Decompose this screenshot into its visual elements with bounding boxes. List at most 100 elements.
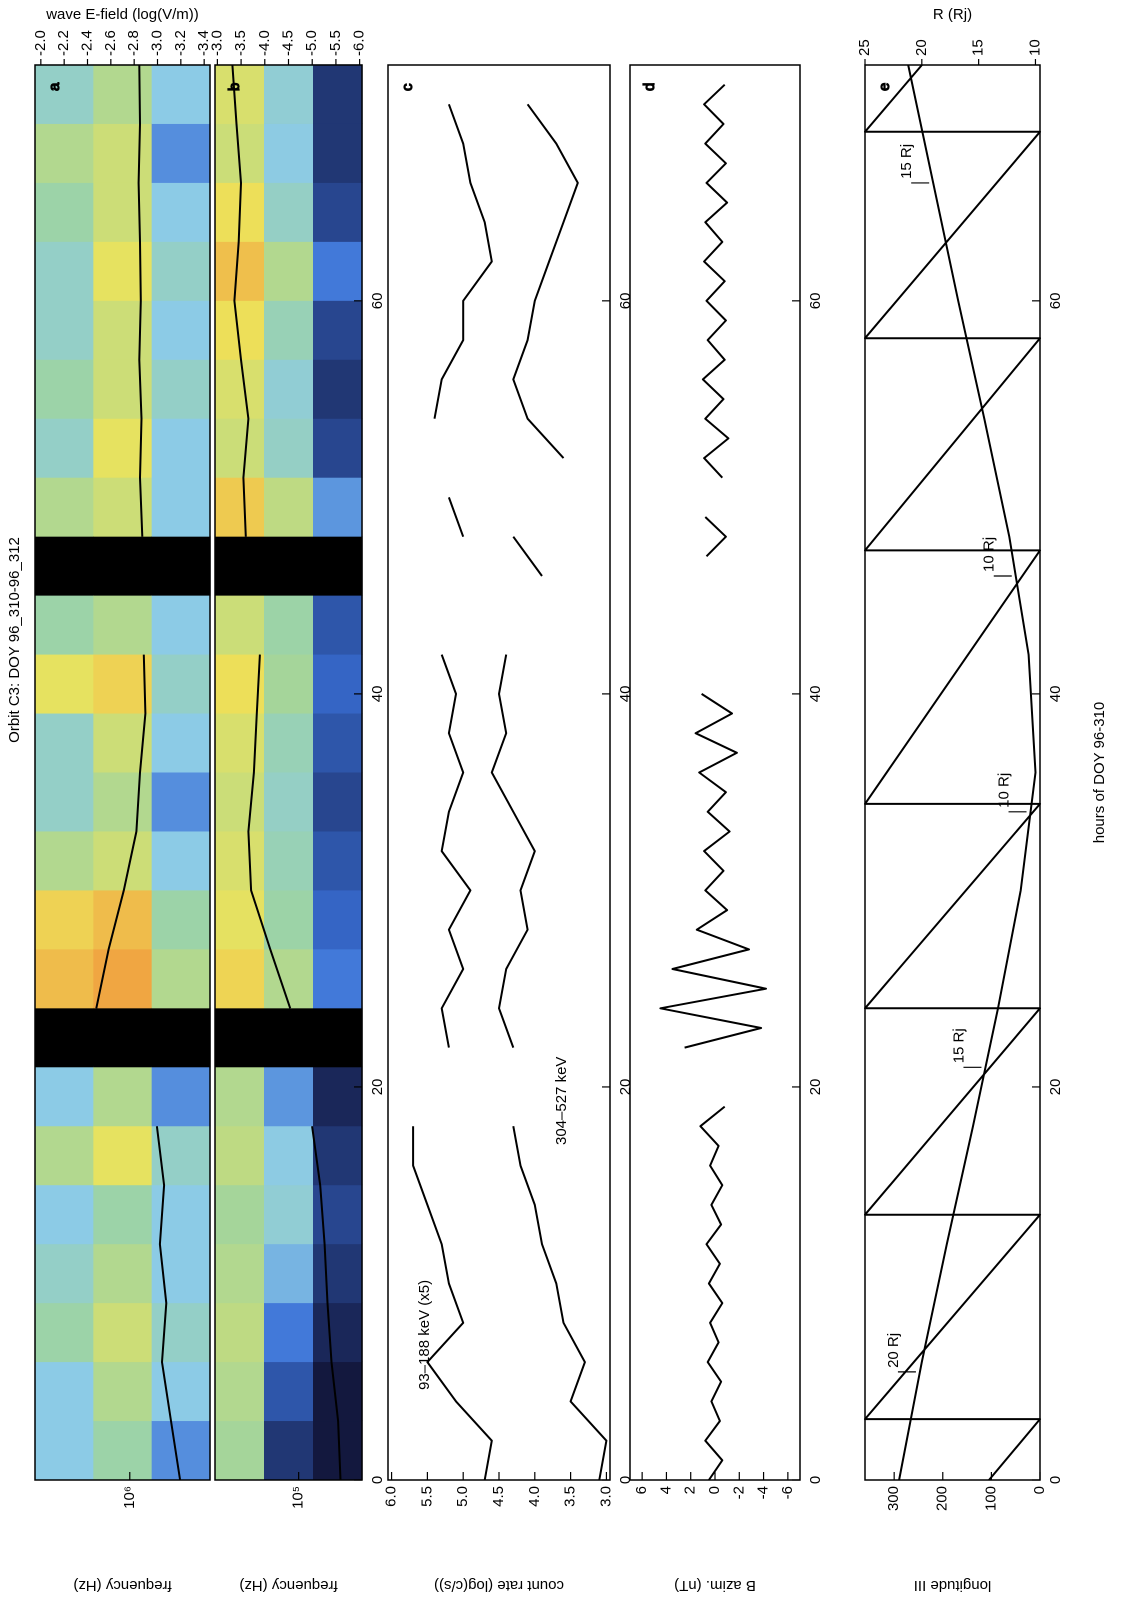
- spectrogram-cell: [93, 182, 153, 242]
- spectrogram-cell: [93, 948, 153, 1009]
- y-axis-label: frequency (Hz): [239, 1577, 337, 1594]
- spectrogram-cell: [215, 948, 265, 1009]
- y-tick-label: 100: [982, 1486, 999, 1511]
- spectrogram-cell: [93, 1066, 153, 1127]
- spectrogram-cell: [93, 123, 153, 183]
- x-tick-label: 20: [617, 1079, 634, 1096]
- spectrogram-cell: [215, 1243, 265, 1304]
- x-tick-label: 60: [369, 292, 386, 309]
- spectrogram-cell: [264, 241, 314, 301]
- spectrogram-cell: [264, 1184, 314, 1245]
- data-gap: [151, 1007, 211, 1068]
- y-tick-label: 5.0: [454, 1486, 471, 1507]
- spectrogram-cell: [215, 653, 265, 714]
- data-gap: [35, 536, 94, 596]
- x-axis-label: hours of DOY 96-310: [1091, 702, 1108, 843]
- spectrogram-cell: [35, 359, 94, 419]
- spectrogram-cell: [93, 359, 153, 419]
- panel-frame: [864, 64, 1041, 1481]
- spectrogram-cell: [215, 830, 265, 891]
- annotation: 15 Rj: [898, 144, 915, 179]
- spectrogram-cell: [151, 830, 211, 891]
- annotation: 10 Rj: [981, 537, 998, 572]
- spectrogram-cell: [35, 830, 94, 891]
- spectrogram-cell: [313, 1420, 363, 1480]
- x-tick-label: 40: [617, 686, 634, 703]
- x-tick-label: 60: [1047, 292, 1064, 309]
- panel-frame: [629, 64, 801, 1481]
- data-gap: [215, 1007, 265, 1068]
- spectrogram-cell: [151, 1243, 211, 1304]
- spectrogram-cell: [35, 64, 94, 124]
- spectrogram-cell: [313, 359, 363, 419]
- spectrogram-cell: [35, 477, 94, 537]
- x-tick-label: 40: [369, 686, 386, 703]
- spectrogram-cell: [264, 1420, 314, 1480]
- y2-tick-label: -2.0: [32, 30, 49, 56]
- spectrogram-cell: [93, 418, 153, 478]
- spectrogram-cell: [151, 948, 211, 1009]
- spectrogram-cell: [35, 595, 94, 655]
- spectrogram-cell: [93, 653, 153, 714]
- spectrogram-cell: [264, 418, 314, 478]
- spectrogram-cell: [35, 1302, 94, 1363]
- spectrogram-cell: [35, 1184, 94, 1245]
- y2-tick-label: -3.0: [208, 30, 225, 56]
- spectrogram-cell: [264, 1361, 314, 1422]
- spectrogram-cell: [93, 830, 153, 891]
- data-gap: [151, 536, 211, 596]
- y-tick-label: -6: [779, 1486, 796, 1499]
- spectrogram-cell: [313, 241, 363, 301]
- annotation: 20 Rj: [885, 1333, 902, 1368]
- spectrogram-cell: [93, 1184, 153, 1245]
- chart-title: Orbit C3: DOY 96_310-96_312: [6, 537, 23, 743]
- x-tick-label: 20: [369, 1079, 386, 1096]
- y2-tick-label: -5.5: [327, 30, 344, 56]
- spectrogram-cell: [151, 1302, 211, 1363]
- spectrogram-cell: [93, 889, 153, 950]
- y2-tick-label: 20: [913, 39, 930, 56]
- line: [490, 103, 608, 1481]
- spectrogram-cell: [35, 1066, 94, 1127]
- spectrogram-cell: [215, 1361, 265, 1422]
- spectrogram-cell: [215, 771, 265, 832]
- spectrogram-cell: [215, 359, 265, 419]
- panel-frame: [387, 64, 611, 1481]
- x-tick-label: 60: [807, 292, 824, 309]
- spectrogram-cell: [35, 1243, 94, 1304]
- data-gap: [215, 536, 265, 596]
- spectrogram-cell: [215, 1184, 265, 1245]
- spectrogram-cell: [151, 595, 211, 655]
- spectrogram-cell: [35, 889, 94, 950]
- y-tick-label: -2: [730, 1486, 747, 1499]
- line: [231, 64, 342, 1481]
- x-tick-label: 0: [369, 1476, 386, 1484]
- spectrogram-cell: [151, 889, 211, 950]
- y2-tick-label: -5.0: [303, 30, 320, 56]
- data-gap: [313, 536, 363, 596]
- x-tick-label: 40: [1047, 686, 1064, 703]
- spectrogram-cell: [215, 1125, 265, 1186]
- y-tick-label: 4.0: [526, 1486, 543, 1507]
- spectrogram-cell: [35, 1420, 94, 1480]
- spectrogram-cell: [151, 300, 211, 360]
- spectrogram-cell: [313, 948, 363, 1009]
- spectrogram-cell: [215, 712, 265, 773]
- y-tick-label: 5.5: [418, 1486, 435, 1507]
- spectrogram-cell: [93, 1420, 153, 1480]
- spectrogram-cell: [264, 771, 314, 832]
- panel-letter: b: [226, 83, 243, 91]
- spectrogram-cell: [35, 1361, 94, 1422]
- spectrogram-cell: [215, 123, 265, 183]
- spectrogram-cell: [313, 418, 363, 478]
- spectrogram-cell: [35, 1125, 94, 1186]
- spectrogram-cell: [215, 64, 265, 124]
- spectrogram-cell: [264, 64, 314, 124]
- spectrogram-cell: [264, 300, 314, 360]
- spectrogram-cell: [151, 64, 211, 124]
- spectrogram-cell: [313, 830, 363, 891]
- annotation: 10 Rj: [995, 773, 1012, 808]
- series-label: 93–188 keV (x5): [416, 1280, 433, 1390]
- spectrogram-cell: [215, 418, 265, 478]
- y-tick-label: 6: [633, 1486, 650, 1494]
